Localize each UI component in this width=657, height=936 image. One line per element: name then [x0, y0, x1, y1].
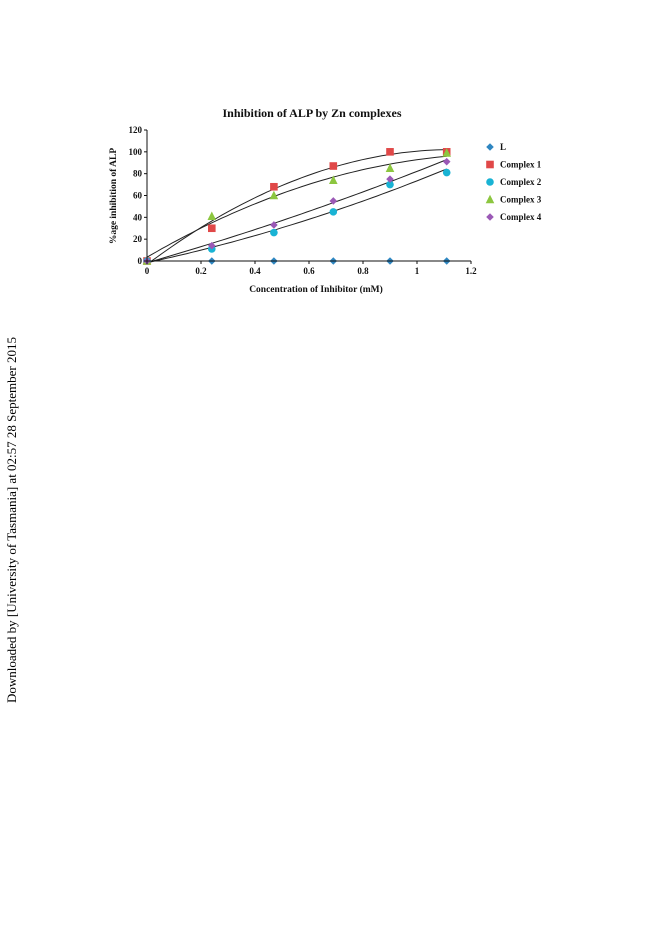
data-point	[270, 182, 278, 191]
data-point	[329, 175, 338, 185]
legend-label: Complex 1	[500, 160, 542, 170]
data-point	[386, 180, 394, 189]
trendline	[146, 159, 447, 264]
legend-label: L	[500, 142, 506, 152]
x-tick-label: 0.4	[249, 266, 261, 276]
data-point	[270, 228, 278, 237]
data-point	[269, 190, 279, 200]
data-point	[329, 197, 338, 205]
trendline	[146, 155, 447, 258]
x-tick-label: 0.2	[195, 266, 207, 276]
data-point	[386, 148, 394, 156]
x-tick-label: 1.2	[465, 266, 477, 276]
legend-label: Complex 3	[500, 195, 542, 205]
y-tick-label: 0	[138, 256, 143, 266]
y-tick-label: 40	[133, 212, 143, 222]
data-point	[270, 221, 278, 229]
data-point	[208, 241, 216, 250]
trendline	[146, 168, 447, 264]
y-tick-label: 120	[129, 125, 143, 135]
axes: 0 20 40 60 80 100 120 0 0.2 0.4 0.6 0.8 1 1.2	[129, 125, 478, 276]
y-tick-label: 80	[133, 169, 143, 179]
x-tick-label: 0	[145, 266, 150, 276]
data-point	[442, 168, 451, 177]
data-point	[442, 157, 451, 166]
legend-label: Complex 2	[500, 177, 542, 187]
data-point	[385, 163, 395, 173]
legend-marker	[486, 178, 494, 186]
legend-marker	[486, 160, 494, 169]
data-points	[142, 148, 451, 265]
x-tick-label: 1	[415, 266, 420, 276]
chart-title: Inhibition of ALP by Zn complexes	[222, 106, 401, 120]
y-tick-label: 100	[129, 147, 143, 157]
legend-marker	[486, 143, 494, 151]
legend-label: Complex 4	[500, 212, 542, 222]
legend-marker	[486, 213, 494, 221]
data-point	[329, 208, 338, 216]
data-point	[386, 175, 394, 183]
data-point	[208, 224, 216, 233]
y-tick-label: 60	[133, 191, 143, 201]
data-point	[207, 211, 217, 221]
trendline	[146, 149, 447, 265]
data-point	[442, 148, 451, 157]
y-axis-label: %age inhibition of ALP	[109, 148, 119, 245]
legend: L Complex 1 Complex 2 Complex 3 Complex 4	[485, 142, 542, 222]
x-axis-label: Concentration of Inhibitor (mM)	[249, 284, 383, 295]
legend-marker	[485, 194, 495, 204]
y-tick-label: 20	[133, 234, 143, 244]
data-point	[329, 162, 338, 170]
x-tick-label: 0.8	[357, 266, 369, 276]
trendlines	[146, 149, 447, 265]
x-tick-label: 0.6	[303, 266, 315, 276]
